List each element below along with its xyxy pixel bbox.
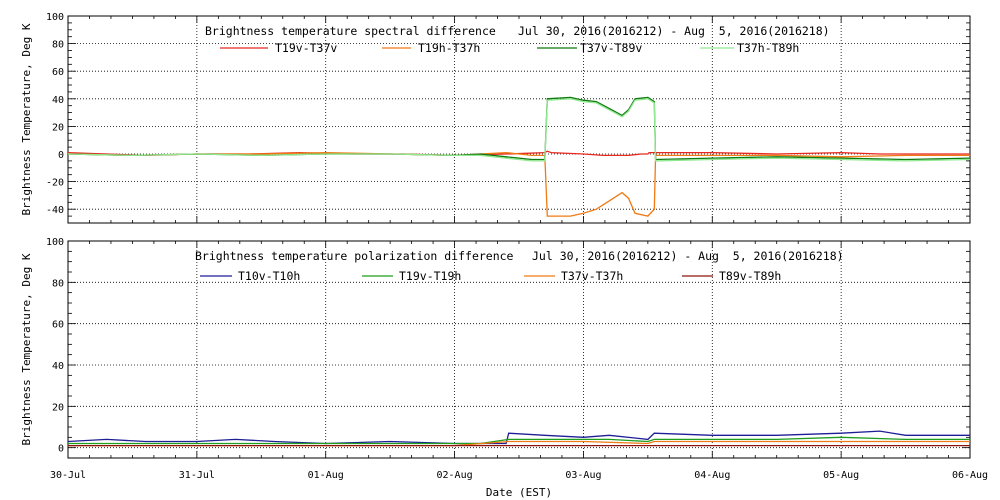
- y-tick-label: 60: [52, 320, 64, 331]
- plot-frame: [67, 240, 971, 459]
- series-line-T37h-T89h: [68, 98, 970, 162]
- panel-2: 0 20 40 60 80 100 Brightness Temperature, Deg …: [20, 237, 988, 499]
- y-tick-label: 0: [58, 444, 64, 455]
- y-tick-label: 20: [52, 122, 64, 133]
- x-tick-label: 31-Jul: [179, 470, 215, 481]
- y-tick-label: 100: [46, 12, 64, 23]
- y-tick-label: 80: [52, 40, 64, 51]
- series-line-T19v-T19h: [68, 436, 970, 445]
- y-tick-label: -20: [46, 178, 64, 189]
- chart-title: Brightness temperature polarization diff…: [195, 249, 514, 263]
- y-tick-label: 40: [52, 95, 64, 106]
- legend-label: T19v-T37v: [275, 41, 337, 55]
- legend-label: T37h-T89h: [737, 41, 799, 55]
- x-tick-label: 03-Aug: [565, 470, 601, 481]
- x-tick-label: 01-Aug: [308, 470, 344, 481]
- legend-label: T37v-T89v: [580, 41, 642, 55]
- y-tick-label: 0: [58, 150, 64, 161]
- legend-label: T89v-T89h: [719, 269, 781, 283]
- legend-label: T10v-T10h: [238, 269, 300, 283]
- x-axis-title: Date (EST): [486, 486, 552, 499]
- x-tick-label: 05-Aug: [823, 470, 859, 481]
- plot-frame: [67, 15, 971, 224]
- series-line-T19h-T37h: [68, 151, 970, 217]
- y-axis-title: Brightness Temperature, Deg K: [20, 23, 33, 215]
- x-tick-label: 30-Jul: [50, 470, 86, 481]
- x-tick-label: 04-Aug: [694, 470, 730, 481]
- chart-date-range: Jul 30, 2016(2016212) - Aug 5, 2016(2016…: [532, 249, 844, 263]
- series-line-T10v-T10h: [68, 430, 970, 445]
- y-tick-label: 100: [46, 237, 64, 248]
- x-tick-label: 06-Aug: [952, 470, 988, 481]
- y-axis-title: Brightness Temperature, Deg K: [20, 253, 33, 445]
- x-tick-label: 02-Aug: [437, 470, 473, 481]
- legend-label: T37v-T37h: [561, 269, 623, 283]
- y-tick-label: -40: [46, 205, 64, 216]
- y-tick-label: 60: [52, 67, 64, 78]
- y-tick-label: 80: [52, 278, 64, 289]
- chart-date-range: Jul 30, 2016(2016212) - Aug 5, 2016(2016…: [518, 24, 830, 38]
- panel-1: -40 -20 0 20 40 60 80 100 Brightness Temperature…: [20, 12, 971, 224]
- y-tick-label: 20: [52, 402, 64, 413]
- legend-label: T19h-T37h: [418, 41, 480, 55]
- chart-title: Brightness temperature spectral differen…: [205, 24, 496, 38]
- y-tick-label: 40: [52, 361, 64, 372]
- legend-label: T19v-T19h: [399, 269, 461, 283]
- series-line-T37v-T89v: [68, 96, 970, 161]
